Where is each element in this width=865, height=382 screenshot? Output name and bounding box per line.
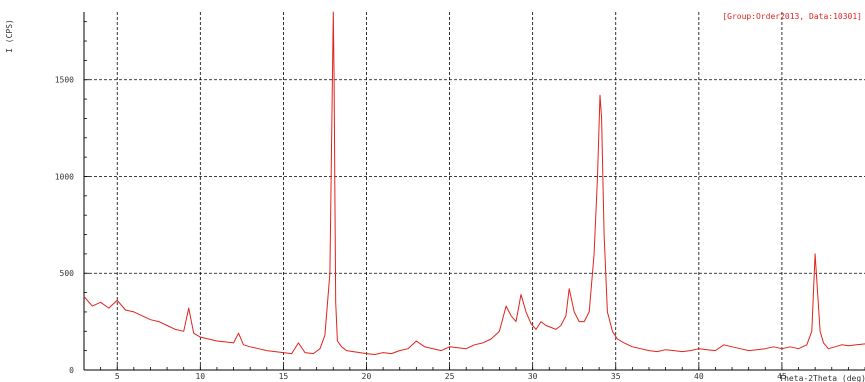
y-tick-label: 0 [69, 366, 74, 375]
y-tick-label: 1500 [55, 76, 74, 85]
y-tick-label: 1000 [55, 172, 74, 181]
x-axis-ticks: 5 10 15 20 25 30 35 40 45 [83, 365, 865, 381]
x-tick-label: 30 [528, 372, 538, 381]
x-tick-label: 15 [279, 372, 289, 381]
x-tick-label: 10 [195, 372, 205, 381]
y-tick-label: 500 [60, 269, 75, 278]
x-tick-label: 35 [611, 372, 621, 381]
x-tick-label: 40 [694, 372, 704, 381]
x-tick-label: 20 [362, 372, 372, 381]
dataset-info-label: [Group:Order2013, Data:10301] [722, 12, 862, 21]
y-axis-ticks: 0 500 1000 1500 [55, 21, 89, 375]
x-tick-label: 25 [445, 372, 455, 381]
x-tick-label: 5 [115, 372, 120, 381]
plot-background [84, 12, 865, 370]
x-tick-label: 45 [777, 372, 787, 381]
y-axis-label: I (CPS) [5, 19, 14, 53]
axes [83, 12, 865, 371]
x-axis-label: Theta-2Theta (deg) [779, 374, 865, 382]
xrd-series-line [83, 11, 865, 355]
grid [84, 12, 865, 370]
